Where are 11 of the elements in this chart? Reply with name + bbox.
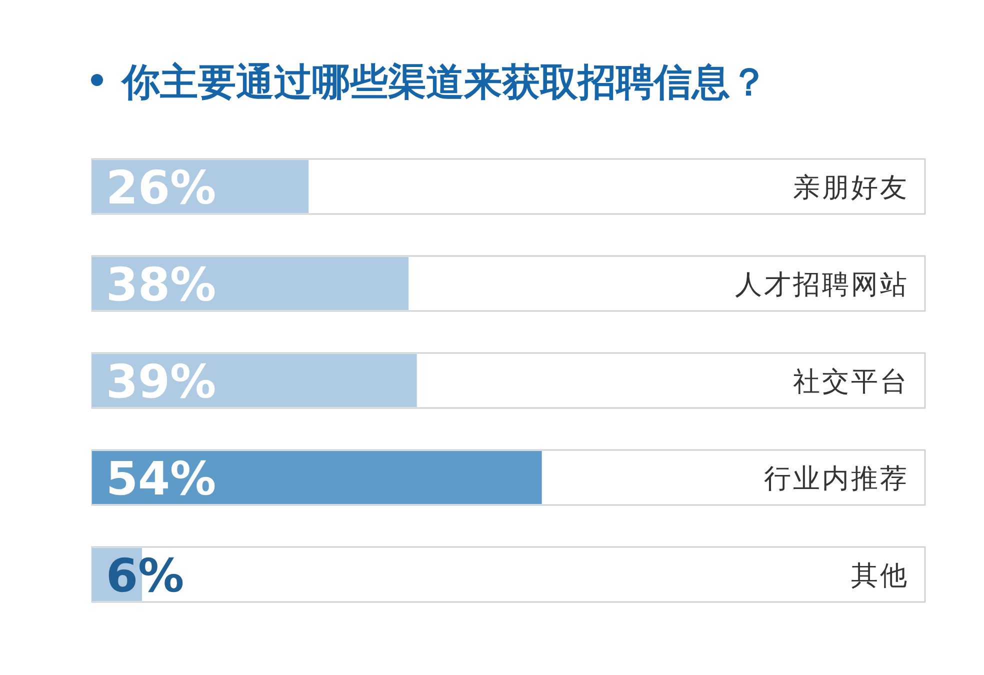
y-tick-label: 其他 bbox=[851, 560, 909, 592]
data-label: 38% bbox=[106, 258, 216, 312]
data-label: 54% bbox=[106, 452, 216, 506]
y-tick-label: 社交平台 bbox=[793, 366, 909, 398]
y-tick-label: 人才招聘网站 bbox=[735, 270, 909, 300]
data-label: 6% bbox=[106, 548, 184, 602]
y-tick-label: 亲朋好友 bbox=[793, 172, 909, 204]
data-label: 26% bbox=[106, 160, 216, 214]
data-label: 39% bbox=[106, 354, 216, 408]
chart-title: 你主要通过哪些渠道来获取招聘信息？ bbox=[120, 60, 768, 104]
y-tick-label: 行业内推荐 bbox=[764, 464, 909, 494]
